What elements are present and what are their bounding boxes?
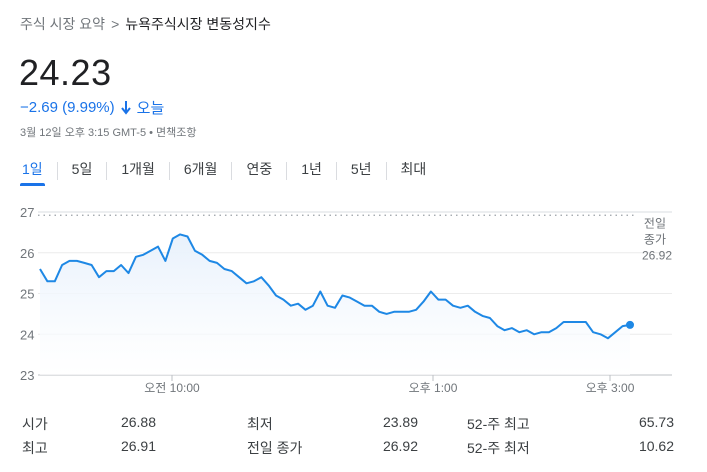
change-period: 오늘: [136, 100, 165, 117]
tab-divider: [385, 162, 387, 180]
x-tick-label: 오전 10:00: [144, 381, 200, 395]
stat-value: 26.92: [382, 438, 418, 454]
tab-range-1[interactable]: 5일: [71, 161, 93, 177]
breadcrumb-parent-link[interactable]: 주식 시장 요약: [20, 16, 106, 32]
previous-close-label: 종가: [644, 232, 666, 246]
tab-divider: [168, 162, 170, 180]
stat-label: 전일 종가: [247, 440, 303, 456]
breadcrumb: 주식 시장 요약 > 뉴욕주식시장 변동성지수: [20, 14, 271, 34]
tab-divider: [286, 162, 288, 180]
price-change: −2.69 (9.99%): [20, 99, 115, 116]
tab-divider: [56, 162, 58, 180]
stat-label: 최고: [22, 440, 48, 456]
stat-value: 26.91: [120, 438, 156, 454]
stat-value: 26.88: [120, 414, 156, 430]
stat-label: 시가: [22, 416, 48, 432]
stat-label: 최저: [247, 416, 273, 432]
quote-timestamp: 3월 12일 오후 3:15 GMT-5 • 면책조항: [20, 127, 197, 139]
stat-value: 10.62: [638, 438, 674, 454]
stats-row: 최고 26.91 전일 종가 26.92 52-주 최저 10.62: [0, 438, 707, 462]
previous-close-value: 26.92: [642, 248, 672, 262]
tab-divider: [106, 162, 108, 180]
arrow-down-icon: [120, 100, 131, 115]
y-tick-label: 26: [20, 246, 34, 261]
range-tabs: 1일 5일 1개월 6개월 연중 1년 5년 최대: [8, 156, 440, 186]
tab-range-0[interactable]: 1일: [8, 156, 57, 186]
stat-value: 23.89: [382, 414, 418, 430]
tab-range-2[interactable]: 1개월: [121, 161, 155, 177]
price-change-row: −2.69 (9.99%) 오늘: [20, 97, 164, 118]
x-tick-label: 오후 3:00: [586, 381, 635, 395]
breadcrumb-separator: >: [111, 16, 120, 32]
x-tick-label: 오후 1:00: [409, 381, 458, 395]
tab-range-3[interactable]: 6개월: [183, 161, 218, 177]
previous-close-label: 전일: [644, 216, 666, 230]
tab-range-7[interactable]: 최대: [400, 161, 427, 177]
tab-range-4[interactable]: 연중: [246, 161, 273, 177]
stat-label: 52-주 최고: [467, 416, 530, 432]
tab-range-6[interactable]: 5년: [350, 161, 372, 177]
stat-label: 52-주 최저: [467, 440, 530, 456]
breadcrumb-current: 뉴욕주식시장 변동성지수: [125, 16, 271, 32]
y-tick-label: 24: [20, 327, 34, 342]
y-tick-label: 23: [20, 368, 34, 383]
current-price-dot: [626, 320, 634, 329]
series-area: [40, 234, 630, 375]
tab-divider: [335, 162, 337, 180]
tab-range-5[interactable]: 1년: [301, 161, 322, 177]
current-price: 24.23: [19, 52, 112, 93]
series-line: [39, 233, 631, 340]
stat-value: 65.73: [638, 414, 674, 430]
stats-row: 시가 26.88 최저 23.89 52-주 최고 65.73: [0, 414, 707, 438]
y-tick-label: 27: [20, 205, 34, 220]
tab-divider: [231, 162, 233, 180]
y-tick-label: 25: [20, 287, 34, 302]
